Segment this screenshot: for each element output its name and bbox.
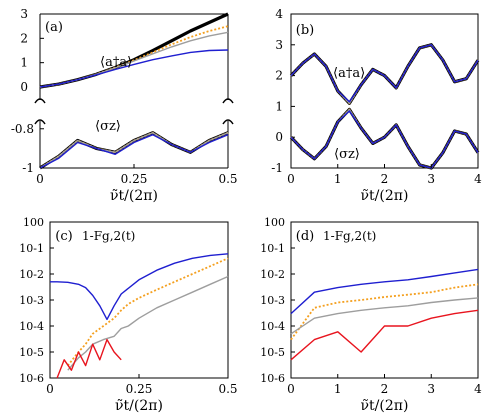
y-tick-label: 4 (275, 7, 283, 21)
y-tick-label: 1 (275, 99, 283, 113)
y-tick-label: 2 (20, 31, 28, 45)
y-tick-label: -0.8 (11, 122, 34, 136)
y-tick-label: 3 (275, 38, 283, 52)
panel-c: 10-6 10-5 10-4 10-3 10-2 10-1 100 (c) 1-Fg,2(t) 0… (19, 216, 237, 414)
d-series-line (290, 283, 479, 341)
panel-label: (a) (45, 20, 63, 35)
y-tick-label: 10-1 (260, 242, 285, 255)
x-axis-label: ν̃t/(2π) (115, 398, 163, 414)
y-tick-label: 3 (20, 7, 28, 21)
y-tick-label: 100 (23, 216, 44, 229)
y-tick-label: 0 (20, 80, 28, 94)
y-tick-label: 10-6 (260, 372, 285, 385)
panel-b: -1 0 1 2 3 4 (b) ⟨a†a⟩ ⟨σz⟩ 0 1 2 3 4 ν̃t/(2π) (271, 7, 482, 204)
y-tick-label: -1 (271, 161, 283, 175)
y-tick-label: 10-3 (260, 294, 285, 307)
c-series-line (67, 275, 229, 371)
panel-label: (c) (55, 229, 72, 244)
x-tick-label: 4 (474, 172, 482, 186)
a-upper-series-line (39, 49, 229, 88)
axis-break-mark (34, 119, 46, 125)
c-series-line (56, 338, 122, 379)
axis-break-mark (222, 98, 234, 104)
panel-d: 10-6 10-5 10-4 10-3 10-2 10-1 100 (d) 1-Fg,2(t) 0… (260, 216, 482, 414)
x-tick-label: 1 (334, 382, 342, 396)
y-tick-label: -1 (22, 161, 34, 175)
x-tick-label: 0.5 (218, 382, 237, 396)
y-tick-label: 10-1 (19, 242, 44, 255)
c-series-line (67, 257, 229, 367)
plot-frame (49, 221, 229, 379)
y-tick-label: 2 (275, 69, 283, 83)
annotation-adag-a: ⟨a†a⟩ (100, 55, 132, 70)
d-series-line (290, 297, 479, 335)
y-tick-label: 10-2 (19, 268, 44, 281)
x-axis-label: ν̃t/(2π) (361, 398, 409, 414)
x-tick-label: 2 (381, 172, 389, 186)
y-tick-label: 10-5 (260, 346, 285, 359)
plot-frame (290, 13, 479, 169)
x-tick-label: 1 (334, 172, 342, 186)
x-tick-label: 0.25 (126, 382, 153, 396)
x-tick-label: 0 (287, 172, 295, 186)
y-tick-label: 10-5 (19, 346, 44, 359)
y-tick-label: 10-4 (19, 320, 44, 333)
d-series-line (290, 309, 479, 361)
x-axis-label: ν̃t/(2π) (110, 188, 158, 204)
x-axis-label: ν̃t/(2π) (361, 188, 409, 204)
x-tick-label: 0 (36, 172, 44, 186)
x-tick-label: 0 (287, 382, 295, 396)
panel-label: (d) (296, 229, 314, 244)
x-tick-label: 0.25 (121, 172, 148, 186)
x-tick-label: 0 (46, 382, 54, 396)
annotation-infidelity: 1-Fg,2(t) (82, 229, 135, 243)
panel-label: (b) (296, 23, 314, 38)
a-upper-series-line (39, 12, 229, 89)
y-tick-label: 10-4 (260, 320, 285, 333)
d-series-line (290, 268, 479, 315)
y-tick-label: 0 (275, 130, 283, 144)
x-tick-label: 3 (427, 172, 435, 186)
annotation-adag-a: ⟨a†a⟩ (333, 66, 365, 81)
y-tick-label: 10-3 (19, 294, 44, 307)
x-tick-label: 4 (474, 382, 482, 396)
x-tick-label: 3 (427, 382, 435, 396)
y-tick-label: 10-2 (260, 268, 285, 281)
x-tick-label: 0.5 (218, 172, 237, 186)
y-tick-label: 1 (20, 56, 28, 70)
panel-a: 0 1 2 3 -0.8 -1 (a) ⟨a†a⟩ ⟨σz⟩ 0 0.25 0.5 ν̃t/(2π) (11, 7, 238, 204)
b-series-line (290, 110, 479, 169)
annotation-infidelity: 1-Fg,2(t) (323, 229, 376, 243)
y-tick-label: 10-6 (19, 372, 44, 385)
a-lower-series-line (39, 134, 229, 169)
annotation-sz: ⟨σz⟩ (334, 147, 360, 162)
axis-break-mark (34, 98, 46, 104)
axis-break-mark (222, 119, 234, 125)
y-tick-label: 100 (264, 216, 285, 229)
b-series-line (290, 44, 479, 103)
annotation-sz: ⟨σz⟩ (95, 119, 121, 134)
a-upper-series-line (39, 25, 229, 88)
c-series-line (50, 253, 229, 321)
x-tick-label: 2 (381, 382, 389, 396)
